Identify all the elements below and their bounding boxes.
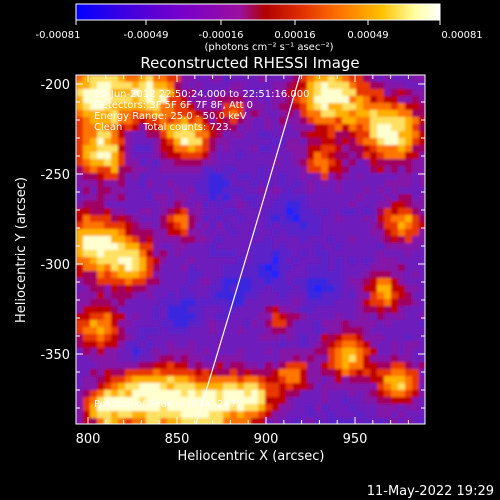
colorbar-ticks: [75, 20, 441, 25]
annotation-block: 20-Jun-2012 22:50:24.000 to 22:51:16.000…: [94, 89, 310, 410]
annotation-energy: Energy Range: 25.0 - 50.0 keV: [94, 111, 247, 122]
colorbar-tick-label-2: -0.00016: [199, 30, 244, 41]
annotation-detectors: Detectors: 3F 5F 6F 7F 8F, Att 0: [94, 100, 253, 111]
colorbar-units-label: (photons cm⁻² s⁻¹ asec⁻²): [204, 42, 333, 53]
x-axis-label: Heliocentric X (arcsec): [178, 449, 325, 464]
annotation-clean: Clean: [94, 122, 122, 133]
y-tick-label-250: -250: [40, 168, 70, 183]
y-tick-label-300: -300: [40, 258, 70, 273]
y-tick-label-350: -350: [40, 348, 70, 363]
solar-limb-line: [195, 75, 301, 424]
colorbar: -0.00081 -0.00049 -0.00016 0.00016 0.000…: [36, 3, 483, 53]
x-tick-label-950: 950: [343, 432, 368, 447]
colorbar-tick-label-3: 0.00016: [274, 30, 315, 41]
annotation-counts: Total counts: 723.: [142, 122, 232, 133]
colorbar-tick-label-0: -0.00081: [36, 30, 81, 41]
colorbar-tick-label-1: -0.00049: [124, 30, 169, 41]
colorbar-tick-label-4: 0.00049: [347, 30, 388, 41]
footer-datetime: 11-May-2022 19:29: [367, 484, 494, 499]
x-tick-label-800: 800: [76, 432, 101, 447]
axis-ticks: [76, 75, 425, 424]
solar-image: [76, 75, 425, 424]
annotation-time-range: 20-Jun-2012 22:50:24.000 to 22:51:16.000: [94, 89, 310, 100]
plot-frame: [75, 74, 426, 425]
colorbar-tick-label-5: 0.00081: [441, 30, 482, 41]
y-axis-label: Heliocentric Y (arcsec): [14, 177, 29, 323]
x-tick-label-850: 850: [165, 432, 190, 447]
annotation-peak: Position of Peak = [974,-247]: [94, 399, 240, 410]
colorbar-gradient: [75, 3, 441, 21]
x-tick-label-900: 900: [254, 432, 279, 447]
plot-title: Reconstructed RHESSI Image: [140, 54, 359, 72]
y-tick-label-200: -200: [40, 78, 70, 93]
